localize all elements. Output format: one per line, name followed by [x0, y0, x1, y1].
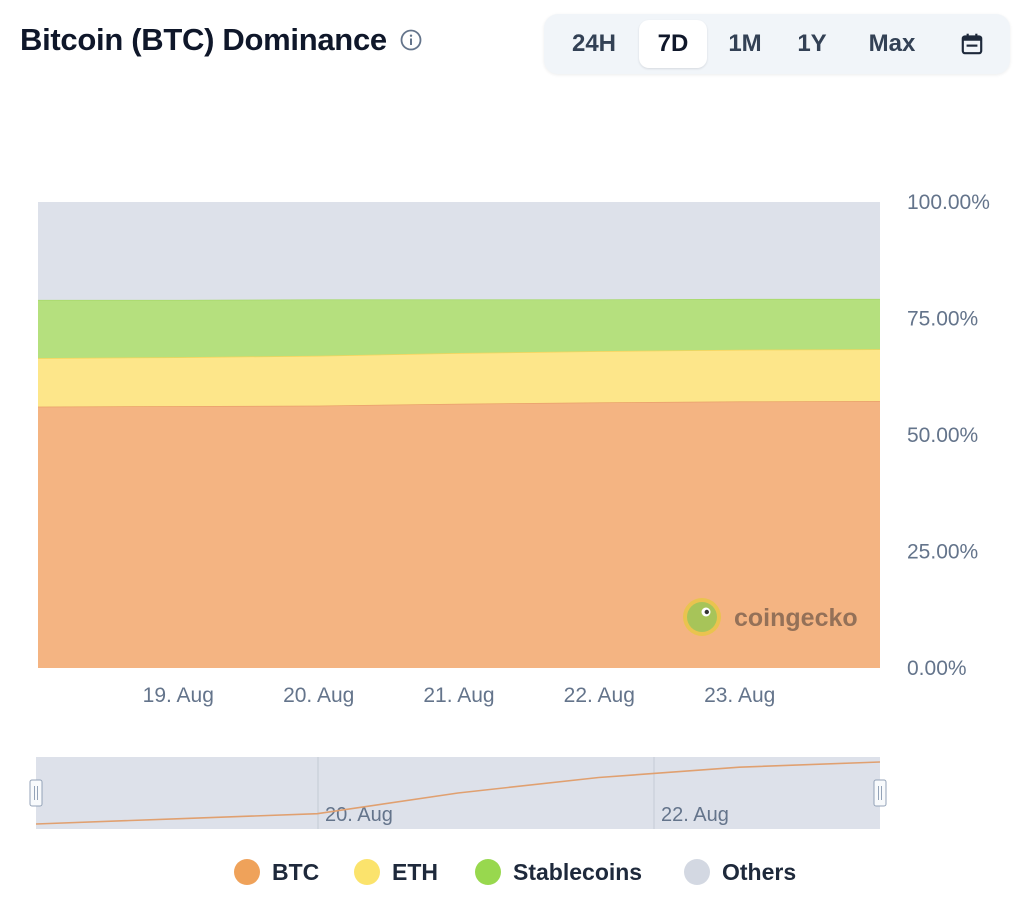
area-series-group — [37, 202, 881, 668]
legend-label: BTC — [272, 858, 320, 885]
info-circle-icon[interactable] — [399, 28, 423, 52]
area-series-others[interactable] — [38, 202, 880, 300]
dominance-chart: 0.00% 25.00% 50.00% 75.00% 100.00% 19. Aug 20… — [29, 191, 990, 829]
legend-dot — [684, 859, 710, 885]
navigator-series-line — [35, 761, 881, 825]
legend-label: Stablecoins — [513, 858, 643, 885]
chart-legend: BTC ETH Stablecoins Others — [0, 852, 1024, 892]
y-tick-label: 25.00% — [907, 541, 978, 564]
navigator-right-handle[interactable] — [873, 779, 887, 807]
range-button-7d[interactable]: 7D — [639, 20, 707, 68]
legend-item-btc[interactable]: BTC — [234, 852, 319, 892]
y-axis-labels: 0.00% 25.00% 50.00% 75.00% 100.00% — [907, 191, 990, 680]
x-tick-label: 20. Aug — [283, 684, 354, 707]
y-tick-label: 0.00% — [907, 657, 967, 680]
legend-label: ETH — [392, 858, 438, 885]
area-series-eth[interactable] — [38, 349, 880, 407]
navigator[interactable]: 20. Aug 22. Aug — [29, 757, 887, 829]
watermark-text: coingecko — [734, 604, 858, 632]
navigator-left-handle[interactable] — [29, 779, 43, 807]
range-button-1y[interactable]: 1Y — [797, 30, 827, 57]
coingecko-watermark: coingecko — [683, 598, 858, 636]
legend-item-stablecoins[interactable]: Stablecoins — [475, 852, 642, 892]
calendar-icon[interactable] — [948, 20, 996, 68]
page-title: Bitcoin (BTC) Dominance — [20, 22, 387, 57]
x-tick-label: 22. Aug — [564, 684, 635, 707]
navigator-tick-label: 22. Aug — [661, 804, 729, 826]
legend-dot — [475, 859, 501, 885]
legend-dot — [234, 859, 260, 885]
x-tick-label: 19. Aug — [143, 684, 214, 707]
legend-item-eth[interactable]: ETH — [354, 852, 438, 892]
range-button-max[interactable]: Max — [868, 30, 916, 57]
time-range-selector: 24H 7D 1M 1Y Max — [544, 14, 1010, 74]
legend-item-others[interactable]: Others — [684, 852, 796, 892]
legend-label: Others — [722, 858, 797, 885]
x-tick-label: 21. Aug — [423, 684, 494, 707]
y-tick-label: 100.00% — [907, 191, 990, 214]
x-tick-label: 23. Aug — [704, 684, 775, 707]
range-button-24h[interactable]: 24H — [571, 30, 617, 57]
x-axis-labels: 19. Aug 20. Aug 21. Aug 22. Aug 23. Aug — [143, 684, 776, 707]
y-tick-label: 50.00% — [907, 424, 978, 447]
area-series-btc[interactable] — [38, 401, 880, 668]
area-series-stablecoins[interactable] — [38, 298, 880, 359]
legend-dot — [354, 859, 380, 885]
coingecko-logo-icon — [683, 598, 721, 636]
chart-header: Bitcoin (BTC) Dominance — [20, 22, 423, 58]
range-button-1m[interactable]: 1M — [728, 30, 762, 57]
y-tick-label: 75.00% — [907, 308, 978, 331]
